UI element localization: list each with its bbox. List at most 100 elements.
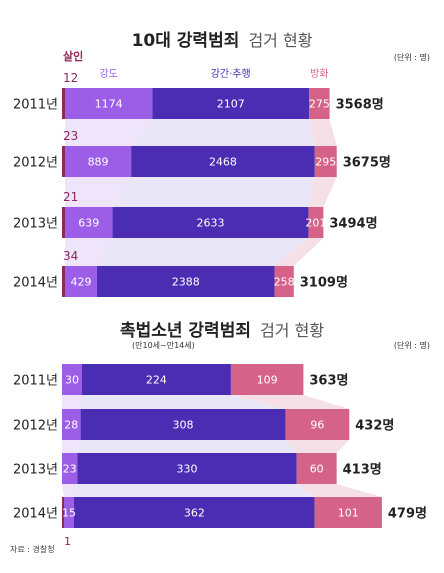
chart1-murder-value: 21 [63,190,78,204]
chart2-bar-arson [296,453,337,484]
chart1-murder-value: 34 [63,249,78,263]
chart1-bar-arson [274,266,294,297]
chart2-connector [62,395,82,409]
chart1-bar-arson [309,88,330,119]
chart1-connector [65,177,132,207]
chart2-bar-murder [62,497,64,528]
chart1-connector [308,177,337,207]
chart2-value-label: 109 [257,374,278,387]
chart2-value-label: 23 [63,463,77,476]
chart2-title: 촉법소년 강력범죄 검거 현황 [120,321,324,341]
chart2-bar-arson [230,364,304,395]
chart2-subtitle: (만10세~만14세) [132,341,195,350]
chart1-value-label: 201 [305,217,326,230]
chart2-marks: 2011년 30 224 109 363명 2012년 28 308 96 432명 2013년 23… [13,364,427,548]
chart2-total-label: 479명 [388,506,427,522]
chart2-year-label: 2011년 [13,374,58,389]
chart1-marks: 2011년 1174 2107 275 12 3568명 2012년 889 2468 295 23… [13,49,391,297]
chart2-year-label: 2013년 [13,463,58,478]
chart2-value-label: 15 [62,507,76,520]
chart1-year-label: 2013년 [13,217,58,232]
chart1-bar-arson [314,146,337,177]
chart1-connector [274,238,324,266]
chart2-bar-rape [80,409,286,440]
chart1-bar-murder [62,207,65,238]
chart2-value-label: 30 [65,374,79,387]
chart2-value-label: 28 [64,419,78,432]
chart2-unit: (단위 : 명) [394,340,430,350]
chart1-title-light: 검거 현황 [248,31,312,50]
chart1-bar-rape [112,207,309,238]
chart1-connector [131,119,315,146]
chart1-bar-rape [96,266,275,297]
chart2-bar-robbery [62,453,78,484]
chart2-connector [77,440,297,453]
chart1-bar-murder [62,88,65,119]
chart1-total-label: 3109명 [300,275,348,291]
chart1-year-label: 2012년 [13,156,58,171]
chart1-connectors [65,119,337,266]
chart1-value-label: 2388 [172,276,200,289]
chart2-title-bold: 촉법소년 강력범죄 [120,321,251,341]
chart1-bar-robbery [65,146,132,177]
chart1-legend-arson: 방화 [310,68,328,80]
chart2-connector [230,395,350,409]
chart2-bar-robbery [64,497,74,528]
chart1-legend-rape: 강간·추행 [211,68,251,80]
chart1-legend-murder: 살인 [63,49,83,63]
chart1-value-label: 1174 [95,98,123,111]
chart2-bar-rape [73,497,315,528]
chart2-value-label: 330 [177,463,198,476]
chart1-connector [112,177,315,207]
chart1-year-label: 2014년 [13,276,58,291]
chart2-value-label: 224 [146,374,167,387]
source-note: 자료 : 경찰청 [10,544,55,554]
chart1-connector [96,238,309,266]
chart1-value-label: 2633 [196,217,224,230]
chart2-value-label: 96 [310,419,324,432]
chart1-total-label: 3675명 [343,155,391,171]
chart2-value-label: 60 [310,463,324,476]
chart2-connector [80,395,286,409]
chart2-connector [296,484,382,497]
chart1-unit: (단위 : 명) [394,52,430,62]
chart2-connector [62,440,81,453]
chart1-value-label: 295 [315,156,336,169]
chart1-total-label: 3568명 [336,97,384,113]
chart1-value-label: 639 [78,217,99,230]
chart1-value-label: 258 [274,276,295,289]
chart1-murder-value: 12 [63,71,78,85]
chart2-value-label: 362 [184,507,205,520]
chart1-year-label: 2011년 [13,98,58,113]
chart1-bar-murder [62,146,65,177]
chart1-title-bold: 10대 강력범죄 [132,31,240,51]
chart2-total-label: 363명 [309,373,348,389]
chart2-connector [62,484,78,497]
chart1-bar-rape [152,88,310,119]
chart2-bar-arson [314,497,382,528]
chart2-bar-arson [285,409,350,440]
chart1-bar-rape [131,146,315,177]
chart2-bar-robbery [62,409,81,440]
chart1-bar-murder [62,266,65,297]
chart2-year-label: 2014년 [13,507,58,522]
chart2-bar-rape [81,364,231,395]
chart1-connector [309,119,337,146]
chart2-connectors [62,395,382,497]
chart2-bar-robbery [62,364,82,395]
chart2-value-label: 308 [173,419,194,432]
chart2-year-label: 2012년 [13,419,58,434]
chart1-value-label: 429 [70,276,91,289]
chart1-value-label: 889 [88,156,109,169]
chart1-value-label: 275 [309,98,330,111]
chart2-title-light: 검거 현황 [260,321,324,340]
chart1-value-label: 2107 [217,98,245,111]
chart2-total-label: 432명 [355,418,394,434]
chart2-total-label: 413명 [343,462,382,478]
chart1-connector [65,119,153,146]
chart1-bar-robbery [65,207,113,238]
chart2-bar-rape [77,453,297,484]
chart1-total-label: 3494명 [329,216,377,232]
chart1-title: 10대 강력범죄 검거 현황 [132,31,313,51]
